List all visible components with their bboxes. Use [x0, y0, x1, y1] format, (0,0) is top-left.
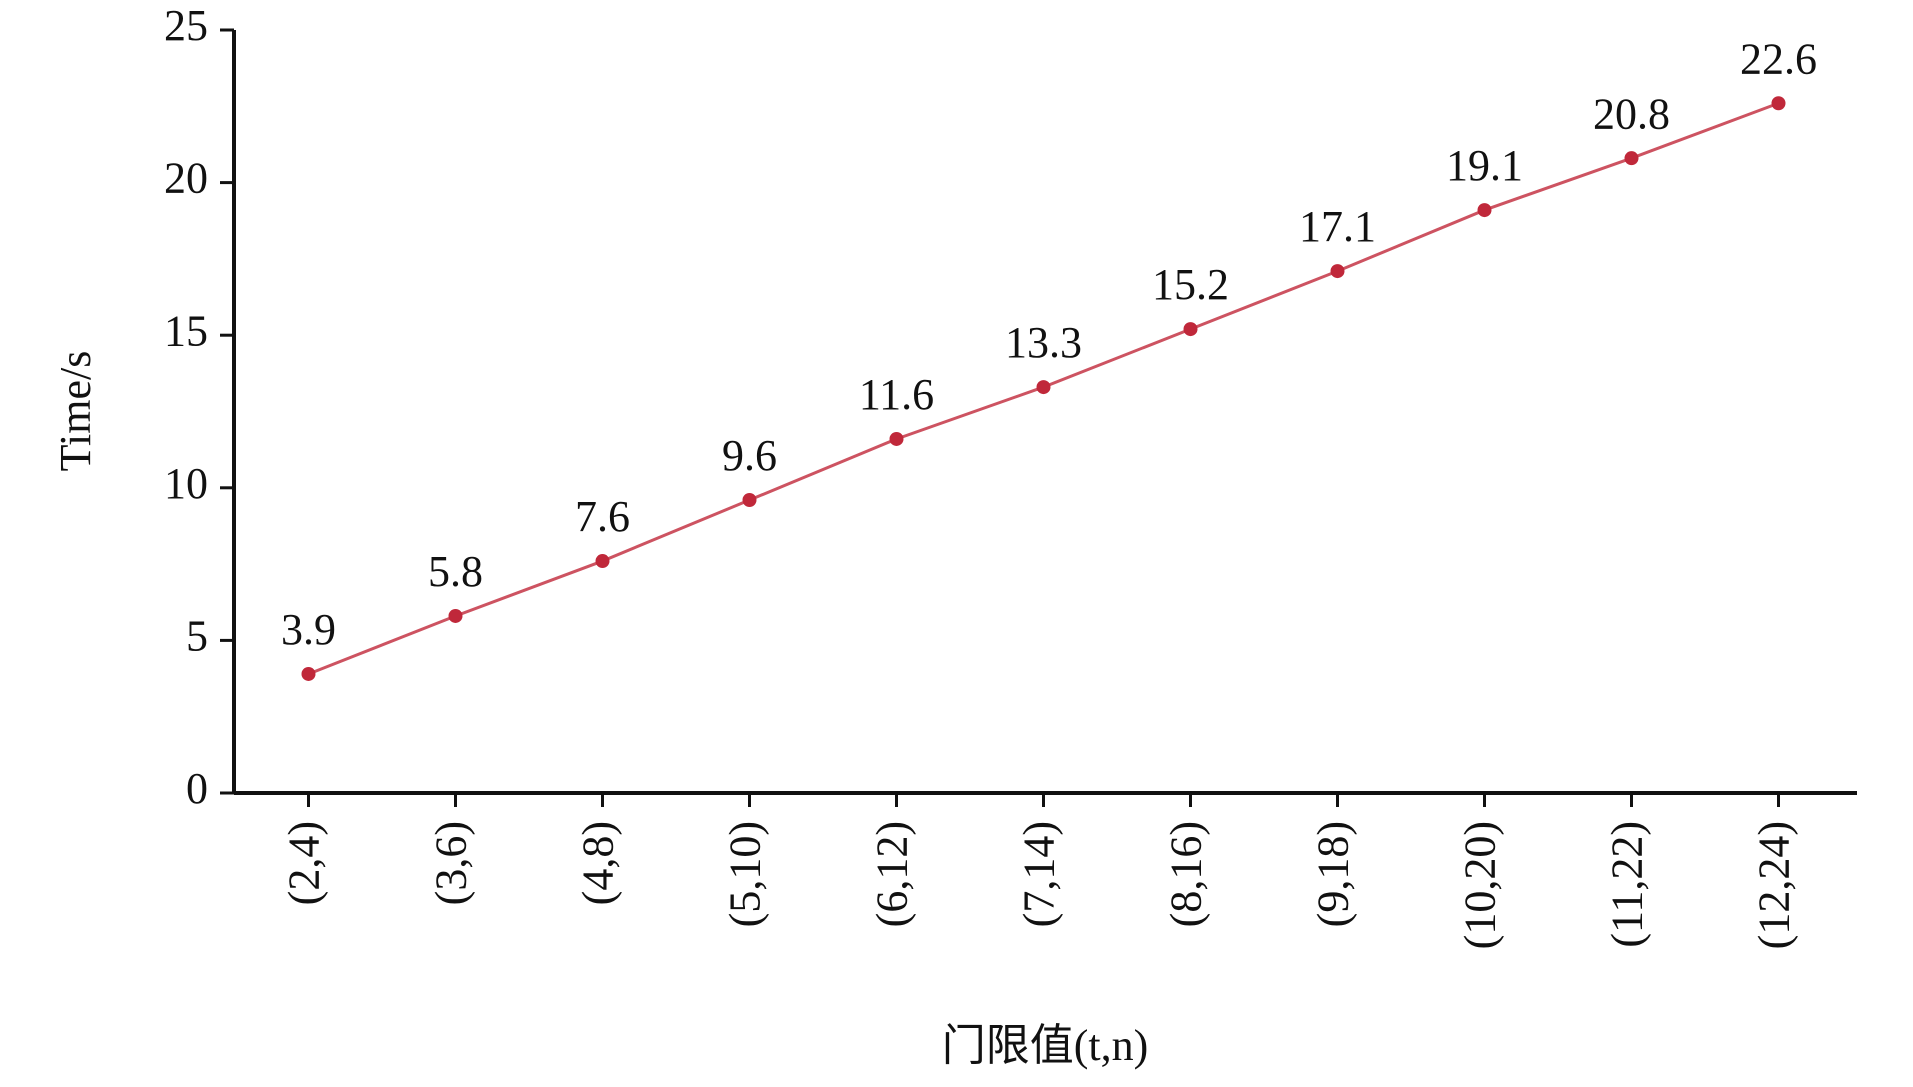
data-label: 17.1 [1299, 202, 1376, 251]
point [1477, 203, 1492, 218]
data-label: 20.8 [1593, 89, 1670, 138]
x-tick-label: (10,20) [1456, 821, 1505, 949]
y-tick-label: 5 [186, 611, 208, 660]
x-tick-label: (9,18) [1309, 821, 1358, 927]
y-tick-label: 15 [164, 306, 208, 355]
point [742, 493, 757, 508]
y-tick-label: 0 [186, 764, 208, 813]
data-label: 22.6 [1740, 34, 1817, 83]
x-tick-label: (6,12) [868, 821, 917, 927]
x-tick-label: (11,22) [1603, 821, 1652, 948]
point [1624, 151, 1639, 166]
x-tick-label: (12,24) [1750, 821, 1799, 949]
data-label: 7.6 [575, 492, 630, 541]
x-tick-label: (3,6) [427, 821, 476, 905]
data-label: 11.6 [859, 370, 934, 419]
x-tick-label: (7,14) [1015, 821, 1064, 927]
point [1183, 322, 1198, 337]
point [1771, 96, 1786, 111]
data-label: 9.6 [722, 431, 777, 480]
x-tick-label: (4,8) [574, 821, 623, 905]
x-tick-label: (5,10) [721, 821, 770, 927]
y-tick-label: 10 [164, 459, 208, 508]
point [1036, 380, 1051, 395]
point [1330, 264, 1345, 279]
y-axis-title: Time/s [51, 351, 100, 472]
y-tick-label: 25 [164, 1, 208, 50]
data-label: 15.2 [1152, 260, 1229, 309]
data-label: 19.1 [1446, 141, 1523, 190]
point [448, 608, 463, 623]
y-tick-label: 20 [164, 154, 208, 203]
data-label: 5.8 [428, 547, 483, 596]
point [301, 666, 316, 681]
data-label: 13.3 [1005, 318, 1082, 367]
point [889, 431, 904, 446]
x-tick-label: (2,4) [280, 821, 329, 905]
point [595, 554, 610, 569]
data-label: 3.9 [281, 605, 336, 654]
x-tick-label: (8,16) [1162, 821, 1211, 927]
x-axis-title: 门限值(t,n) [942, 1021, 1149, 1070]
